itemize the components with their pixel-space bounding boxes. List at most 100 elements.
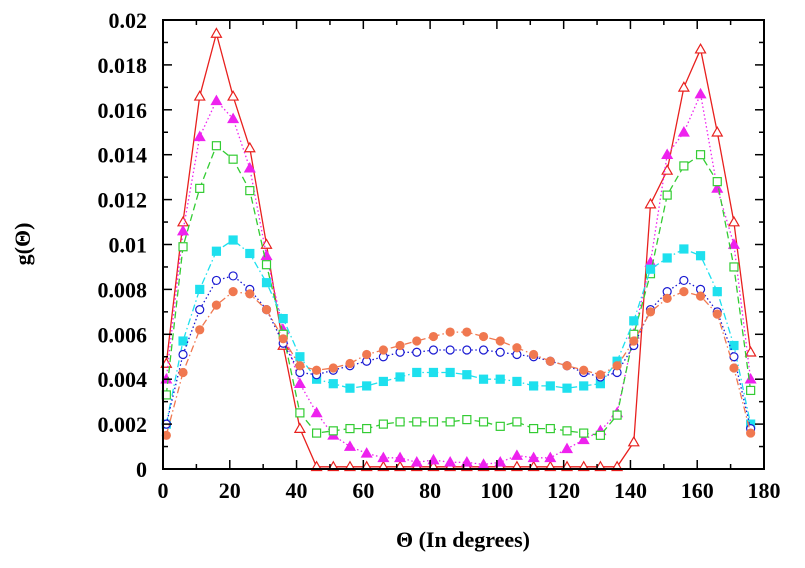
data-point (579, 381, 589, 391)
y-tick-label: 0.014 (98, 143, 148, 168)
data-point (211, 246, 222, 256)
x-tick-label: 20 (219, 478, 241, 503)
data-point (627, 435, 640, 447)
data-point (612, 410, 622, 420)
data-point (445, 327, 455, 337)
data-point (494, 456, 507, 467)
data-point (178, 336, 188, 346)
data-point (677, 126, 690, 137)
data-point (345, 358, 355, 369)
series-line (165, 30, 752, 468)
data-point (228, 287, 238, 297)
data-point (193, 130, 206, 142)
data-point (512, 417, 522, 427)
data-point (694, 42, 707, 54)
data-point (395, 417, 405, 427)
ticks-layer (162, 19, 765, 470)
plot-frame (162, 19, 765, 470)
data-point (395, 340, 405, 351)
data-point (495, 374, 505, 384)
x-tick-label: 160 (681, 478, 714, 503)
data-point (445, 345, 455, 355)
data-point (176, 224, 190, 236)
data-point (529, 423, 539, 434)
data-point (460, 456, 473, 467)
data-point (629, 336, 639, 346)
data-point (243, 161, 256, 173)
data-point (462, 345, 472, 355)
data-point (478, 417, 489, 427)
data-point (311, 428, 322, 438)
data-point (744, 346, 757, 357)
data-point (345, 423, 355, 434)
data-point (328, 379, 338, 389)
data-point (579, 365, 589, 375)
x-tick-label: 180 (748, 478, 781, 503)
data-point (445, 367, 455, 378)
data-point (195, 305, 205, 315)
data-point (228, 154, 238, 164)
x-axis-title: Θ (In degrees) (396, 527, 530, 552)
data-point (529, 349, 539, 360)
data-point (661, 164, 674, 175)
data-point (661, 148, 674, 160)
data-point (478, 345, 489, 355)
data-point (428, 367, 439, 378)
data-point (293, 422, 306, 433)
data-point (445, 417, 455, 427)
data-point (729, 352, 739, 362)
data-point (645, 307, 656, 317)
data-point (695, 150, 706, 160)
y-tick-label: 0.012 (98, 188, 148, 213)
data-point (328, 426, 338, 436)
data-point (245, 289, 255, 299)
data-point (378, 376, 388, 387)
data-point (694, 87, 707, 99)
data-point (545, 381, 555, 391)
y-axis-title: g(Θ) (10, 223, 35, 266)
data-point (645, 264, 656, 274)
data-point (195, 183, 205, 193)
data-point (495, 421, 505, 431)
data-point (545, 423, 555, 434)
data-point (512, 376, 522, 387)
y-tick-label: 0.016 (98, 98, 148, 123)
data-point (345, 383, 355, 393)
data-point (328, 363, 338, 373)
data-point (612, 361, 622, 371)
data-point (527, 451, 540, 463)
data-point (695, 251, 706, 261)
data-point (495, 347, 505, 357)
data-point (245, 248, 255, 259)
series-4 (161, 235, 756, 429)
data-point (662, 253, 672, 263)
data-point (562, 361, 572, 371)
series-3 (161, 141, 756, 440)
x-tick-labels: 0 20 40 60 80 100 120 140 160 180 (158, 478, 781, 503)
data-point (727, 215, 740, 227)
data-point (729, 363, 739, 373)
series-line (165, 239, 752, 425)
data-point (377, 451, 390, 463)
x-tick-label: 80 (419, 478, 441, 503)
data-point (677, 81, 690, 92)
y-tick-label: 0.002 (98, 412, 148, 437)
data-point (412, 417, 422, 427)
data-point (695, 291, 706, 301)
x-tick-label: 40 (286, 478, 308, 503)
data-point (211, 141, 222, 151)
data-point (712, 309, 722, 319)
data-point (746, 385, 756, 396)
data-point (311, 365, 322, 375)
data-point (378, 419, 388, 429)
series-line (165, 144, 752, 436)
data-point (178, 367, 188, 378)
data-point (293, 377, 306, 389)
data-point (712, 287, 722, 297)
y-tick-label: 0.004 (98, 367, 148, 392)
data-point (310, 406, 323, 418)
data-point (428, 331, 439, 342)
data-point (195, 284, 205, 294)
data-point (261, 278, 272, 288)
data-point (712, 177, 722, 187)
